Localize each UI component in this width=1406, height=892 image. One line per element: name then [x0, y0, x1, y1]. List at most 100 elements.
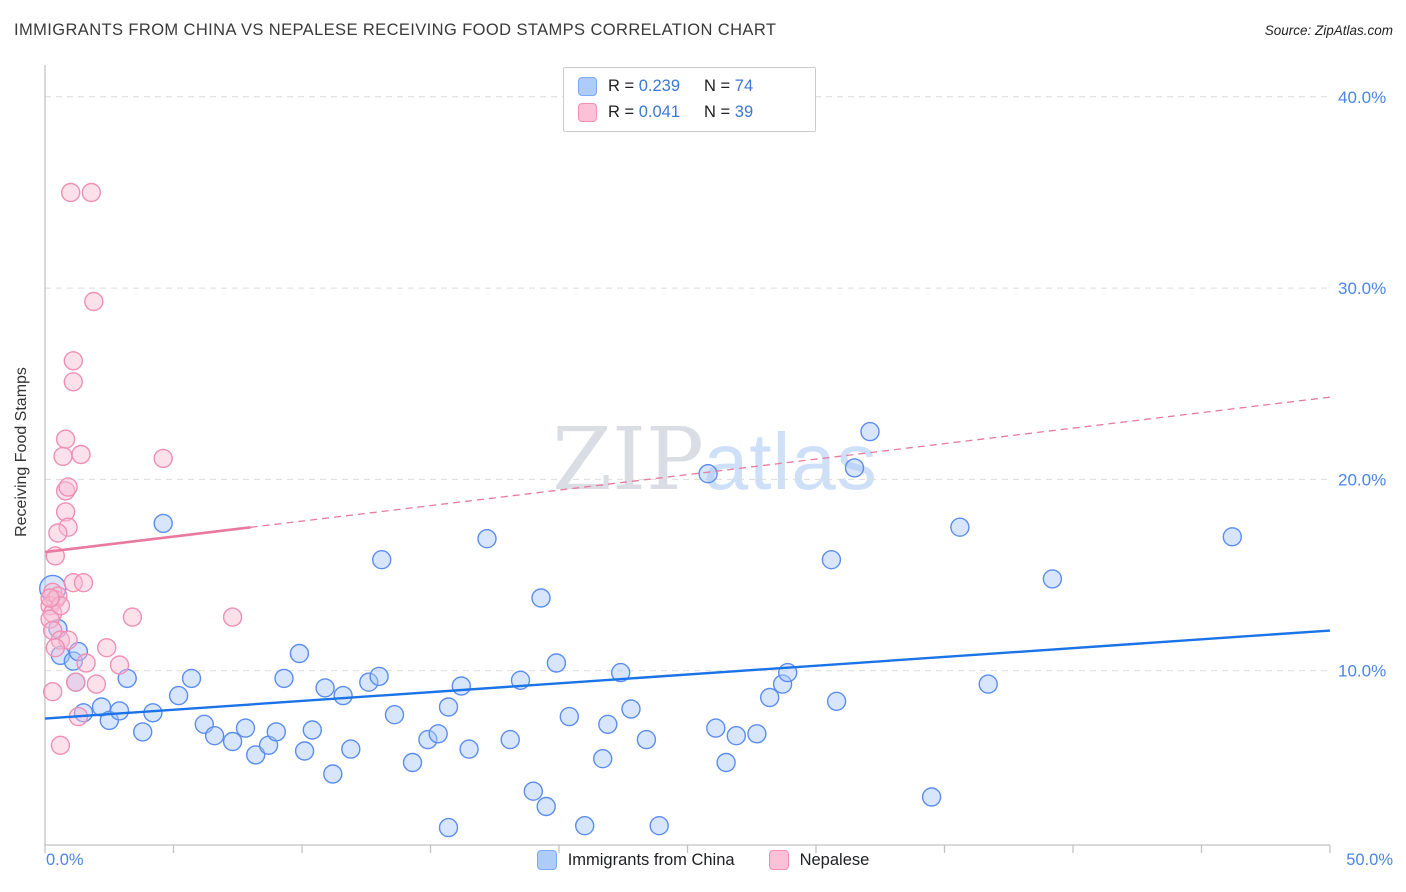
- legend-row-china: R = 0.239 N = 74: [578, 77, 803, 96]
- point-nepalese: [58, 477, 78, 497]
- legend-item-label: Nepalese: [799, 850, 870, 869]
- point-china: [1042, 569, 1063, 589]
- point-nepalese: [45, 638, 65, 658]
- point-china: [451, 676, 471, 696]
- point-china: [132, 722, 153, 742]
- legend-row-nepalese: R = 0.041 N = 39: [578, 103, 803, 122]
- point-nepalese: [86, 674, 107, 694]
- point-china: [559, 706, 579, 727]
- point-china: [598, 714, 618, 734]
- point-china: [428, 724, 448, 744]
- point-china: [245, 745, 266, 765]
- trendline-nepalese: [44, 526, 251, 554]
- point-nepalese: [84, 291, 104, 312]
- point-china: [333, 685, 353, 706]
- point-china: [384, 705, 405, 725]
- legend-item-china: Immigrants from China: [536, 850, 735, 870]
- trendline-nepalese-projection: [250, 396, 1331, 528]
- point-nepalese: [40, 588, 60, 608]
- point-china: [369, 666, 389, 687]
- x-axis-max-label: 50.0%: [1346, 851, 1393, 869]
- point-nepalese: [48, 523, 68, 543]
- legend-item-nepalese: Nepalese: [768, 850, 870, 870]
- point-nepalese: [76, 653, 96, 673]
- point-china: [546, 653, 567, 673]
- point-nepalese: [50, 596, 71, 616]
- point-nepalese: [122, 607, 143, 627]
- legend-item-label: Immigrants from China: [567, 850, 735, 869]
- point-china: [372, 550, 392, 570]
- y-tick-label: 20.0%: [1338, 470, 1386, 489]
- point-china: [235, 718, 256, 738]
- nepalese-swatch-icon: [768, 850, 789, 870]
- point-china: [1222, 527, 1243, 547]
- point-china: [341, 739, 361, 759]
- point-nepalese: [63, 372, 84, 392]
- source-label: Source: ZipAtlas.com: [1264, 23, 1393, 38]
- point-china: [477, 529, 497, 549]
- point-china: [274, 668, 294, 689]
- point-nepalese: [50, 735, 71, 755]
- point-china: [323, 764, 343, 784]
- point-china: [153, 513, 173, 534]
- page-title: IMMIGRANTS FROM CHINA VS NEPALESE RECEIV…: [14, 21, 777, 39]
- point-china: [921, 787, 942, 807]
- point-china: [821, 550, 842, 570]
- point-nepalese: [109, 655, 130, 675]
- y-tick-label: 10.0%: [1338, 662, 1386, 681]
- point-china: [181, 668, 202, 689]
- n-value: 74: [734, 77, 754, 95]
- point-china: [359, 672, 379, 692]
- point-china: [760, 687, 780, 708]
- r-label: R = 0.041: [608, 103, 681, 121]
- point-nepalese: [40, 609, 60, 629]
- point-china: [438, 817, 459, 838]
- point-china: [143, 703, 163, 723]
- trendline-china: [44, 629, 1331, 720]
- point-china: [500, 729, 520, 750]
- point-china: [402, 752, 423, 773]
- point-china: [726, 726, 746, 746]
- point-china: [294, 741, 315, 761]
- point-china: [418, 729, 438, 750]
- n-label: N = 39: [704, 103, 754, 121]
- point-china: [716, 752, 736, 773]
- bottom-legend: Immigrants from China Nepalese: [0, 850, 1406, 870]
- point-china: [109, 701, 130, 721]
- point-nepalese: [153, 448, 173, 469]
- point-china: [978, 674, 998, 694]
- point-china: [593, 749, 613, 769]
- nepalese-swatch-icon: [578, 103, 597, 122]
- point-china: [826, 691, 847, 711]
- point-china: [860, 421, 880, 442]
- china-swatch-icon: [578, 77, 597, 96]
- point-china: [611, 662, 631, 683]
- point-china: [222, 731, 243, 752]
- point-nepalese: [96, 638, 117, 658]
- point-nepalese: [71, 444, 91, 465]
- n-value: 39: [734, 103, 754, 121]
- y-tick-label: 40.0%: [1338, 88, 1386, 107]
- n-label: N = 74: [704, 77, 754, 95]
- point-china: [575, 816, 595, 836]
- point-china: [649, 816, 669, 836]
- point-china: [438, 697, 459, 717]
- china-swatch-icon: [536, 850, 557, 870]
- point-china: [459, 739, 479, 759]
- point-nepalese: [58, 517, 78, 537]
- point-china: [315, 678, 335, 698]
- point-china: [636, 729, 657, 750]
- point-china: [536, 796, 556, 817]
- r-label: R = 0.239: [608, 77, 681, 95]
- point-nepalese: [55, 429, 76, 449]
- point-nepalese: [222, 607, 243, 627]
- point-china: [531, 588, 551, 608]
- point-china: [698, 464, 718, 484]
- point-nepalese: [55, 502, 76, 522]
- r-value: 0.239: [638, 77, 681, 95]
- point-nepalese: [66, 672, 86, 692]
- point-china: [266, 722, 286, 742]
- point-china: [747, 724, 767, 744]
